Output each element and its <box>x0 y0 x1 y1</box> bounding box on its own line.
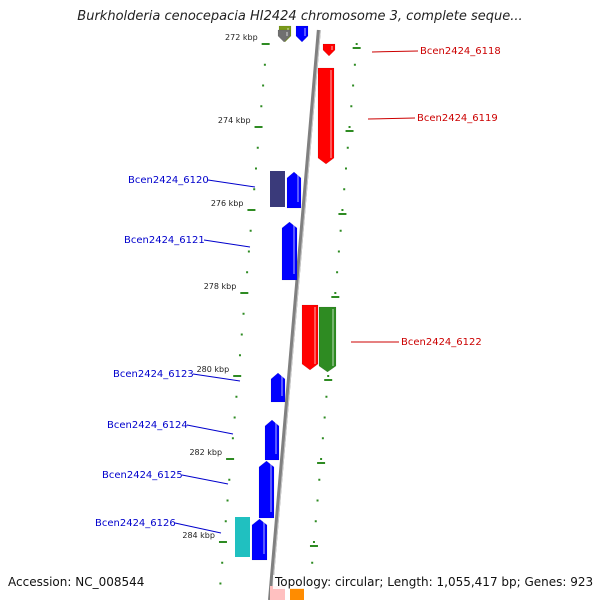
tick-label: 280 kbp <box>197 365 230 374</box>
gene-leader-line <box>186 424 234 435</box>
tick-label: 282 kbp <box>189 448 222 457</box>
gene-label: Bcen2424_6121 <box>124 235 205 246</box>
tick-label: 274 kbp <box>218 116 251 125</box>
tick-label: 276 kbp <box>211 199 244 208</box>
tick-label: 272 kbp <box>225 33 258 42</box>
gene-label: Bcen2424_6122 <box>401 337 482 348</box>
gene-label: Bcen2424_6124 <box>107 420 188 431</box>
gene-arrow-bcen2424_6124 <box>264 419 280 461</box>
genome-summary-text: Topology: circular; Length: 1,055,417 bp… <box>273 575 596 589</box>
tick-label: 278 kbp <box>204 282 237 291</box>
gene-leader-line <box>192 373 241 382</box>
gene-leader-line <box>207 179 256 188</box>
tick-label: 284 kbp <box>182 531 215 540</box>
gene-leader-line <box>371 50 419 53</box>
gene-leader-line <box>174 522 222 534</box>
feature-arrow <box>318 306 337 373</box>
gene-label: Bcen2424_6125 <box>102 470 183 481</box>
accession-text: Accession: NC_008544 <box>8 575 145 589</box>
feature-block <box>270 171 285 207</box>
gene-leader-line <box>367 117 416 120</box>
gene-arrow-bcen2424_6123 <box>270 372 286 403</box>
gene-arrow-bcen2424_6120 <box>286 171 302 209</box>
backbone-highlight <box>271 29 321 601</box>
gene-arrow-bcen2424_6118 <box>322 43 336 57</box>
gene-arrow-bcen2424_6122 <box>301 304 319 371</box>
feature-block <box>235 517 250 557</box>
chromosome-backbone <box>268 29 321 601</box>
gene-label: Bcen2424_6120 <box>128 175 209 186</box>
gene-label: Bcen2424_6118 <box>420 46 501 57</box>
gene-arrow-bcen2424_6125 <box>258 460 275 519</box>
gene-leader-line <box>203 239 251 248</box>
gene-label: Bcen2424_6119 <box>417 113 498 124</box>
gene-arrow-bcen2424_6126 <box>251 518 268 561</box>
feature-arrow <box>295 25 309 43</box>
gene-label: Bcen2424_6126 <box>95 518 176 529</box>
feature-block <box>290 588 304 600</box>
gene-label: Bcen2424_6123 <box>113 369 194 380</box>
gene-leader-line <box>181 474 229 485</box>
feature-block <box>270 586 285 600</box>
gene-arrow-bcen2424_6119 <box>317 67 335 165</box>
map-title: Burkholderia cenocepacia HI2424 chromoso… <box>77 9 523 24</box>
feature-arrow <box>277 29 291 43</box>
gene-arrow-bcen2424_6121 <box>281 221 298 281</box>
